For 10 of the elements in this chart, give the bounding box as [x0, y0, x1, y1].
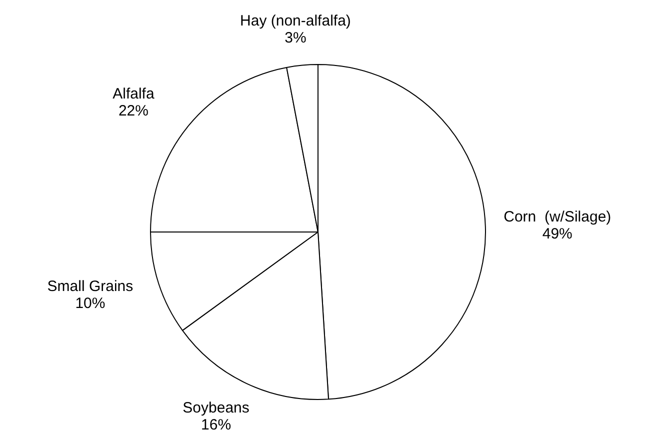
- slice-label: Small Grains: [47, 278, 134, 296]
- data-label: 10%: [75, 295, 106, 312]
- slice-label: Alfalfa: [112, 85, 155, 102]
- slice-label: Corn (w/Silage): [504, 208, 612, 226]
- data-label: 49%: [542, 226, 572, 243]
- data-label: 16%: [201, 416, 232, 433]
- data-label: 22%: [118, 102, 148, 120]
- slice-label: Soybeans: [182, 399, 250, 416]
- slice-label: Hay (non-alfalfa): [240, 12, 351, 30]
- data-label: 3%: [284, 30, 306, 47]
